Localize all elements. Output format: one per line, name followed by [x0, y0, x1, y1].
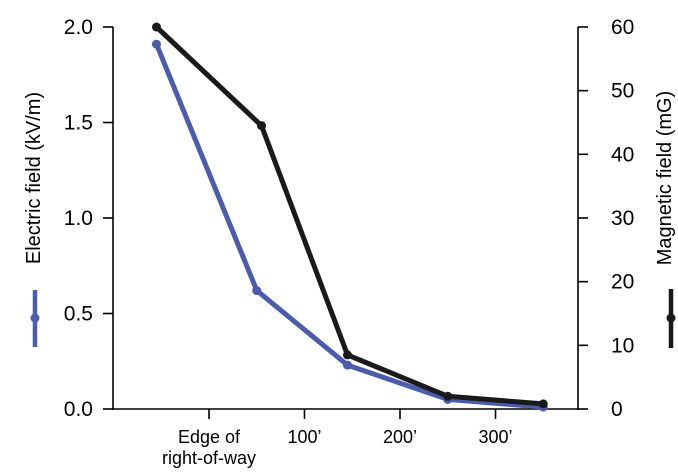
left-tick-label: 1.0: [64, 207, 93, 230]
right-axis-title: Magnetic field (mG): [654, 91, 676, 266]
left-tick-label: 0.5: [64, 303, 93, 326]
right-legend-marker: [666, 313, 676, 323]
data-point-electric: [151, 39, 161, 49]
left-tick-label: 2.0: [64, 16, 93, 39]
data-point-magnetic: [342, 350, 352, 360]
data-point-magnetic: [151, 22, 161, 32]
right-tick-label: 60: [611, 16, 634, 39]
data-point-electric: [252, 286, 262, 296]
left-axis-title: Electric field (kV/m): [23, 92, 45, 264]
right-tick-label: 50: [611, 80, 634, 103]
right-tick-label: 40: [611, 143, 634, 166]
left-tick-label: 1.5: [64, 112, 93, 135]
x-tick-label: 200’: [383, 427, 417, 447]
left-tick-label: 0.0: [64, 398, 93, 421]
x-tick-label: Edge of right-of-way: [162, 427, 256, 468]
x-tick-label: 300’: [478, 427, 512, 447]
right-tick-label: 30: [611, 207, 634, 230]
data-point-magnetic: [443, 391, 453, 401]
right-tick-label: 20: [611, 271, 634, 294]
data-point-magnetic: [538, 399, 548, 409]
left-legend-marker: [30, 313, 40, 323]
x-tick-label: 100’: [287, 427, 321, 447]
right-tick-label: 10: [611, 334, 634, 357]
data-point-magnetic: [257, 121, 267, 131]
series-line-magnetic: [154, 24, 546, 407]
right-tick-label: 0: [611, 398, 623, 421]
data-point-electric: [342, 360, 352, 370]
